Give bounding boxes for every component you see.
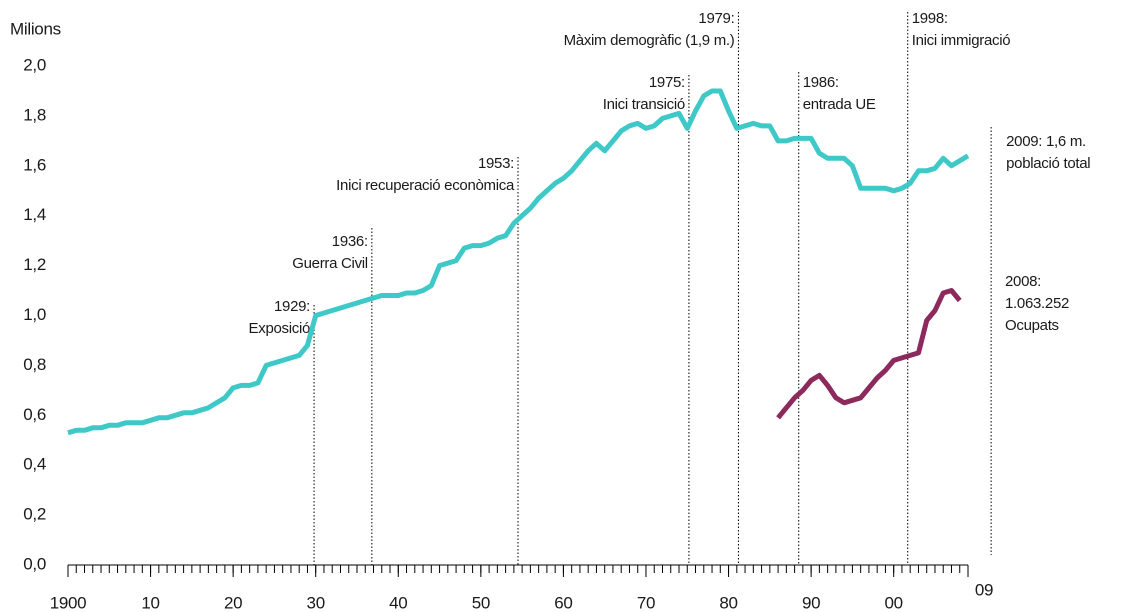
annotation-text: 1975: [649, 74, 685, 91]
x-tick-label: 30 [307, 593, 325, 612]
annotation-text: 1953: [478, 155, 514, 172]
y-tick-label: 0,4 [23, 455, 46, 474]
annotation-text: 1979: [698, 10, 734, 27]
annotation-text: Ocupats [1005, 317, 1059, 334]
y-tick-label: 0,6 [23, 405, 46, 424]
annotation-text: 2009: 1,6 m. [1006, 133, 1086, 150]
x-tick-label: 90 [802, 593, 820, 612]
y-tick-label: 0,2 [23, 505, 46, 524]
y-tick-label: 1,2 [23, 255, 46, 274]
annotation-text: Inici transició [603, 96, 685, 113]
annotation-text: entrada UE [803, 96, 876, 113]
annotation-text: Guerra Civil [292, 255, 368, 272]
y-tick-label: 1,8 [23, 105, 46, 124]
annotation-text: 1998: [912, 10, 948, 27]
x-tick-label: 20 [224, 593, 242, 612]
x-tick-label: 1900 [50, 593, 87, 612]
annotation-text: 1.063.252 [1005, 295, 1069, 312]
y-tick-label: 1,0 [23, 305, 46, 324]
annotation-text: població total [1006, 155, 1090, 172]
y-tick-label: 0,0 [23, 554, 46, 573]
y-tick-label: 1,4 [23, 205, 46, 224]
annotation-text: 2008: [1005, 273, 1041, 290]
annotation-text: Exposició [249, 320, 311, 337]
y-tick-label: 0,8 [23, 355, 46, 374]
x-tick-label: 00 [885, 593, 903, 612]
series-line [776, 288, 962, 420]
y-tick-label: 2,0 [23, 55, 46, 74]
annotation-text: Inici recuperació econòmica [336, 177, 515, 194]
annotation-text: 1929: [274, 298, 310, 315]
x-tick-label: 70 [637, 593, 655, 612]
x-tick-label: 10 [141, 593, 159, 612]
x-tick-label: 50 [472, 593, 490, 612]
annotation-text: Inici immigració [912, 32, 1011, 49]
annotation-text: 1986: [803, 74, 839, 91]
y-tick-label: 1,6 [23, 155, 46, 174]
x-tick-label: 60 [554, 593, 572, 612]
x-tick-label: 40 [389, 593, 407, 612]
x-tick-label: 09 [975, 580, 993, 599]
annotation-text: Màxim demogràfic (1,9 m.) [564, 32, 735, 49]
x-tick-label: 80 [719, 593, 737, 612]
y-axis-label: Milions [10, 19, 61, 38]
annotation-text: 1936: [332, 233, 368, 250]
series-line [67, 88, 970, 436]
